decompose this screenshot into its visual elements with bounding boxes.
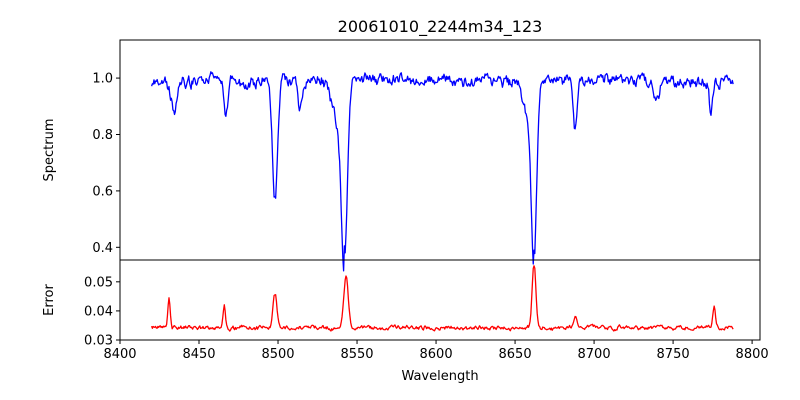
spectrum-y-label: Spectrum bbox=[42, 119, 57, 182]
y-tick-label: 0.03 bbox=[84, 334, 113, 349]
y-tick-label: 0.05 bbox=[84, 275, 113, 290]
x-axis-label: Wavelength bbox=[401, 369, 478, 384]
error-panel: 0.03 0.04 0.05 8400 8450 8500 8550 8600 8650 870… bbox=[42, 259, 769, 384]
x-tick-label: 8550 bbox=[340, 347, 373, 362]
x-ticks: 8400 8450 8500 8550 8600 8650 8700 8750 8800 bbox=[103, 340, 769, 362]
x-tick-label: 8700 bbox=[578, 347, 611, 362]
x-tick-label: 8600 bbox=[420, 347, 453, 362]
y-tick-label: 0.4 bbox=[92, 241, 113, 256]
y-tick-label: 0.04 bbox=[84, 304, 113, 319]
x-tick-label: 8800 bbox=[736, 347, 769, 362]
x-tick-label: 8450 bbox=[182, 347, 215, 362]
x-tick-label: 8650 bbox=[499, 347, 532, 362]
error-y-ticks: 0.03 0.04 0.05 bbox=[84, 275, 120, 349]
error-series bbox=[150, 265, 734, 332]
error-y-label: Error bbox=[42, 284, 57, 316]
spectrum-panel: 0.4 0.6 0.8 1.0 Spectrum bbox=[42, 39, 761, 272]
y-tick-label: 0.6 bbox=[92, 184, 113, 199]
x-tick-label: 8750 bbox=[657, 347, 690, 362]
error-axes-frame bbox=[119, 259, 761, 341]
spectrum-axes-frame bbox=[119, 39, 761, 261]
spectrum-y-ticks: 0.4 0.6 0.8 1.0 bbox=[92, 72, 120, 256]
spectrum-series bbox=[150, 71, 734, 272]
x-tick-label: 8500 bbox=[261, 347, 294, 362]
error-line bbox=[150, 265, 734, 332]
chart-title: 20061010_2244m34_123 bbox=[338, 17, 543, 37]
y-tick-label: 0.8 bbox=[92, 128, 113, 143]
x-tick-label: 8400 bbox=[103, 347, 136, 362]
y-tick-label: 1.0 bbox=[92, 72, 113, 87]
spectrum-line bbox=[150, 71, 734, 272]
